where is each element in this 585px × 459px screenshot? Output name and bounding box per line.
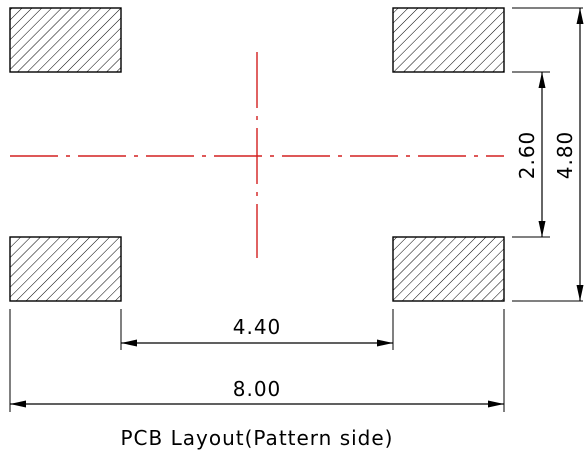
pad-top-left — [9, 7, 122, 73]
arrow-4-40-right — [377, 339, 393, 347]
pad-bottom-left — [9, 236, 122, 302]
arrow-2-60-top — [538, 72, 546, 88]
pad-top-right — [392, 7, 505, 73]
arrow-4-80-bottom — [576, 285, 584, 301]
arrow-2-60-bottom — [538, 221, 546, 237]
dim-label-overall-height: 4.80 — [553, 131, 577, 180]
arrow-8-00-right — [488, 400, 504, 408]
diagram-caption: PCB Layout(Pattern side) — [121, 426, 394, 450]
pad-bottom-right — [392, 236, 505, 302]
arrow-4-80-top — [576, 8, 584, 24]
dim-label-overall-width: 8.00 — [233, 377, 282, 401]
arrow-8-00-left — [10, 400, 26, 408]
arrow-4-40-left — [121, 339, 137, 347]
dim-label-pad-gap-width: 4.40 — [233, 315, 282, 339]
dim-label-pad-gap-height: 2.60 — [515, 131, 539, 180]
